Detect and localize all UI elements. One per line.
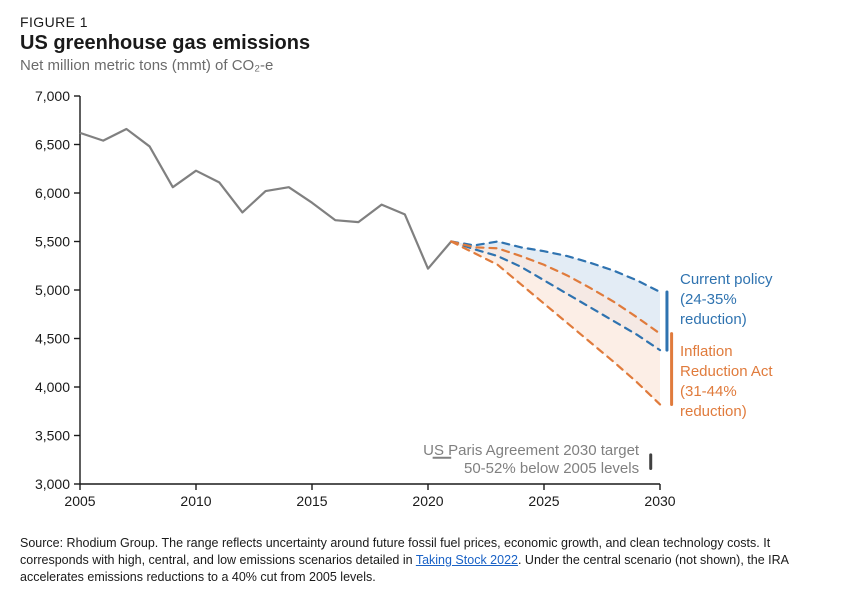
historical-line xyxy=(80,129,451,269)
x-tick-label: 2020 xyxy=(412,493,443,509)
paris-target-label: 50-52% below 2005 levels xyxy=(464,460,639,477)
y-tick-label: 7,000 xyxy=(35,88,70,104)
x-tick-label: 2005 xyxy=(64,493,95,509)
current-policy-label: Current policy xyxy=(680,271,773,288)
y-tick-label: 6,000 xyxy=(35,185,70,201)
ira-label: reduction) xyxy=(680,403,747,420)
current-policy-label: reduction) xyxy=(680,311,747,328)
ira-label: Inflation xyxy=(680,343,733,360)
chart-area: 3,000 3,500 4,000 4,500 5,000 5,500 6,000 6,500… xyxy=(20,80,831,529)
ira-label: (31-44% xyxy=(680,383,737,400)
y-tick-label: 4,000 xyxy=(35,379,70,395)
chart-title: US greenhouse gas emissions xyxy=(20,32,831,55)
ira-label: Reduction Act xyxy=(680,363,773,380)
figure-container: FIGURE 1 US greenhouse gas emissions Net… xyxy=(0,0,851,607)
x-tick-label: 2030 xyxy=(644,493,675,509)
source-link[interactable]: Taking Stock 2022 xyxy=(416,553,518,567)
x-tick-label: 2025 xyxy=(528,493,559,509)
y-tick-label: 3,000 xyxy=(35,476,70,492)
source-note: Source: Rhodium Group. The range reflect… xyxy=(20,535,831,586)
paris-target-label: US Paris Agreement 2030 target xyxy=(423,442,640,459)
y-tick-label: 3,500 xyxy=(35,428,70,444)
chart-svg: 3,000 3,500 4,000 4,500 5,000 5,500 6,000 6,500… xyxy=(20,80,831,524)
current-policy-label: (24-35% xyxy=(680,291,737,308)
y-tick-label: 6,500 xyxy=(35,137,70,153)
y-tick-label: 5,500 xyxy=(35,234,70,250)
chart-subtitle: Net million metric tons (mmt) of CO₂-e xyxy=(20,57,831,74)
y-tick-label: 5,000 xyxy=(35,282,70,298)
figure-label: FIGURE 1 xyxy=(20,14,831,30)
x-tick-label: 2010 xyxy=(180,493,211,509)
x-tick-label: 2015 xyxy=(296,493,327,509)
y-tick-label: 4,500 xyxy=(35,331,70,347)
